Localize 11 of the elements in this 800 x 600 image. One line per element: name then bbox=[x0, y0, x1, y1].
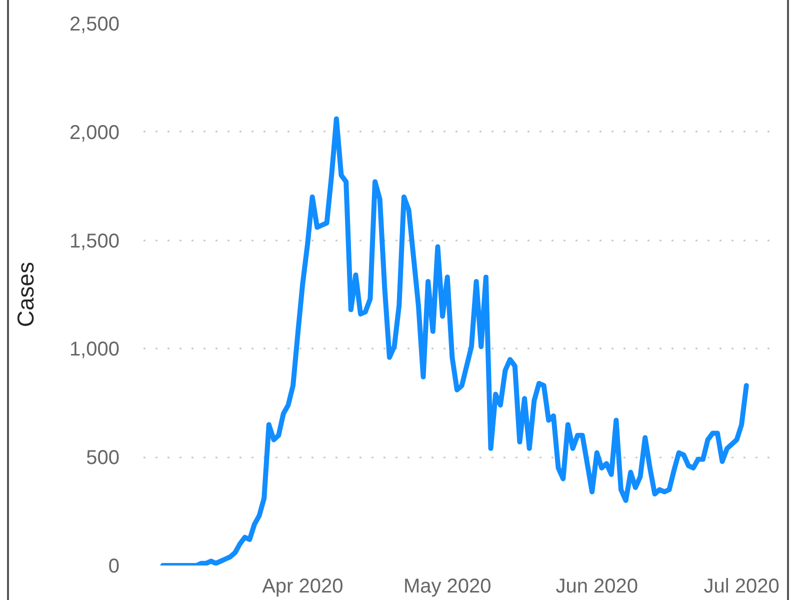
y-tick-label: 1,000 bbox=[69, 338, 120, 361]
y-tick-label: 2,000 bbox=[69, 122, 120, 144]
y-tick-label: 500 bbox=[86, 447, 120, 470]
y-tick-label: 1,500 bbox=[69, 230, 120, 252]
y-axis-title: Cases bbox=[12, 262, 38, 328]
y-tick-label: 0 bbox=[108, 556, 120, 578]
x-tick-label: Jun 2020 bbox=[556, 576, 638, 598]
x-tick-label: May 2020 bbox=[403, 576, 492, 598]
x-tick-label: Jul 2020 bbox=[704, 576, 780, 598]
y-tick-label: 2,500 bbox=[69, 14, 120, 36]
x-tick-label: Apr 2020 bbox=[262, 576, 344, 598]
